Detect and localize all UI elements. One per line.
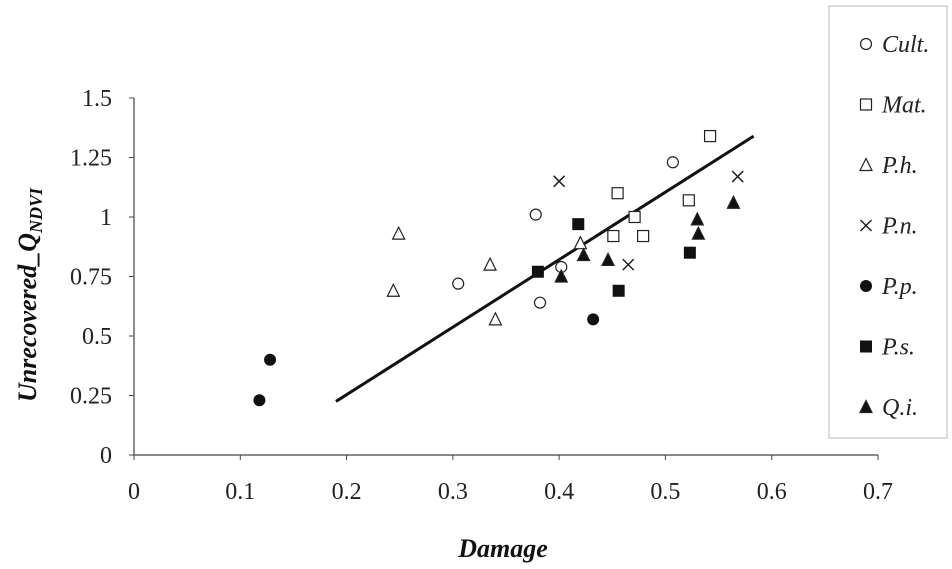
point-p-s <box>572 218 585 231</box>
y-tick-label: 1.5 <box>82 86 112 112</box>
point-cult <box>452 277 465 290</box>
data-points <box>253 129 744 407</box>
point-q-i <box>576 247 591 262</box>
point-cult <box>666 156 679 169</box>
point-p-h <box>488 311 503 326</box>
point-mat <box>628 210 641 224</box>
x-tick-label: 0.1 <box>225 479 255 505</box>
legend: Cult. Mat. P.h. P.n. P.p. P.s. Q.i. <box>828 5 948 439</box>
point-mat <box>611 187 624 200</box>
point-p-h <box>483 256 498 271</box>
trendline-group <box>335 134 755 403</box>
y-axis-title: Unrecovered_QNDVI <box>13 187 46 402</box>
point-p-n <box>622 258 635 271</box>
x-tick-label: 0.7 <box>863 479 893 505</box>
point-p-n <box>731 170 744 183</box>
point-q-i <box>690 211 705 226</box>
x-tick-label: 0 <box>128 479 140 505</box>
point-q-i <box>726 194 741 209</box>
point-p-p <box>253 394 266 407</box>
x-tick-label: 0.3 <box>438 479 468 505</box>
x-tick-label: 0.5 <box>650 479 680 505</box>
legend-label-p-p: P.p. <box>881 274 918 300</box>
x-tick-labels: 0 0.1 0.2 0.3 0.4 0.5 0.6 0.7 <box>128 479 893 505</box>
legend-marker-p-p <box>860 280 872 292</box>
legend-label-mat: Mat. <box>881 93 927 119</box>
x-tick-label: 0.6 <box>757 479 787 505</box>
y-tick-labels: 0 0.25 0.5 0.75 1 1.25 1.5 <box>70 86 112 469</box>
y-axis-title-main: Unrecovered_Q <box>13 233 42 402</box>
legend-label-p-s: P.s. <box>881 335 915 361</box>
legend-label-p-n: P.n. <box>881 214 918 240</box>
point-p-p <box>264 353 277 366</box>
y-tick-label: 0.75 <box>70 265 112 291</box>
point-mat <box>637 229 650 243</box>
point-p-s <box>683 246 696 259</box>
legend-label-q-i: Q.i. <box>882 395 918 421</box>
point-p-n <box>553 175 566 188</box>
y-tick-label: 1.25 <box>70 146 112 172</box>
point-p-h <box>391 225 406 240</box>
legend-marker-cult <box>859 37 873 51</box>
y-tick-label: 0.5 <box>82 324 112 350</box>
point-mat <box>703 129 717 143</box>
x-axis-title: Damage <box>457 534 548 563</box>
point-mat <box>607 229 620 243</box>
legend-marker-q-i <box>859 399 873 414</box>
point-p-h <box>386 282 401 297</box>
y-axis-title-sub: NDVI <box>26 187 46 234</box>
legend-marker-p-n <box>859 219 873 232</box>
y-tick-label: 0 <box>100 443 112 469</box>
legend-marker-p-s <box>860 340 872 353</box>
x-tick-label: 0.2 <box>332 479 362 505</box>
legend-marker-mat <box>859 98 873 111</box>
y-tick-label: 1 <box>100 205 112 231</box>
point-p-p <box>587 313 600 326</box>
legend-label-cult: Cult. <box>882 32 929 58</box>
point-q-i <box>601 251 616 266</box>
x-tick-label: 0.4 <box>544 479 574 505</box>
point-cult <box>533 296 547 309</box>
axes <box>129 97 879 460</box>
point-p-s <box>612 284 625 297</box>
point-mat <box>682 194 695 207</box>
point-q-i <box>691 225 706 240</box>
legend-marker-p-h <box>859 157 873 172</box>
legend-label-p-h: P.h. <box>881 153 918 179</box>
point-cult <box>529 208 542 221</box>
point-q-i <box>554 268 569 283</box>
trendline <box>335 134 755 403</box>
point-p-h <box>573 235 588 250</box>
legend-box <box>828 5 948 439</box>
y-tick-label: 0.25 <box>70 384 112 410</box>
point-p-s <box>531 265 544 278</box>
